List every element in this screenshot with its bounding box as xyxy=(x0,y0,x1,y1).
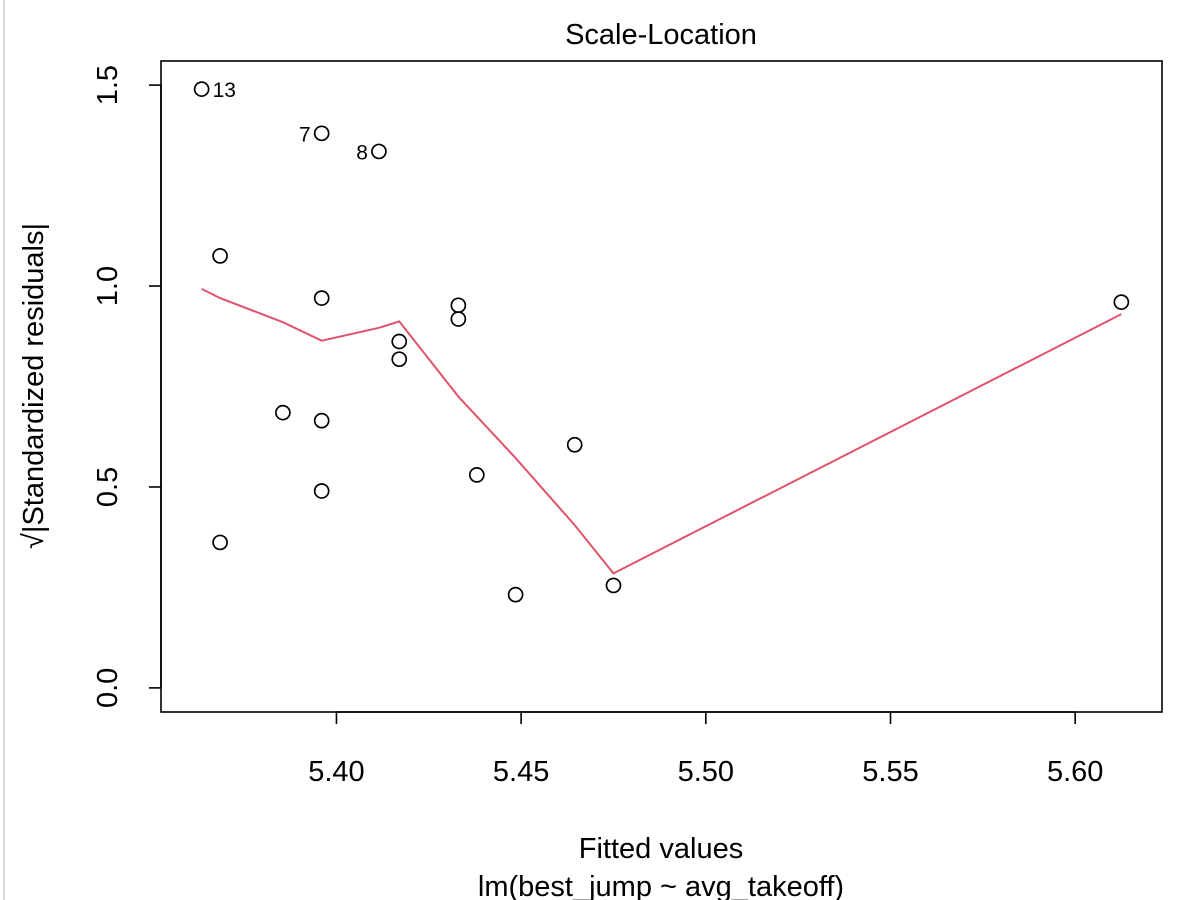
residual-point xyxy=(313,412,330,429)
x-tick-label: 5.50 xyxy=(678,756,734,788)
x-tick-label: 5.45 xyxy=(493,756,549,788)
y-tick-label: 1.5 xyxy=(92,65,124,105)
residual-point xyxy=(450,311,467,327)
residual-point xyxy=(371,143,387,160)
residual-point xyxy=(193,81,210,97)
residual-point xyxy=(313,290,330,306)
point-label: 8 xyxy=(356,141,368,164)
smooth-line-group xyxy=(201,287,1122,575)
model-formula-label: lm(best_jump ~ avg_takeoff) xyxy=(478,871,844,900)
x-tick-label: 5.40 xyxy=(308,756,364,788)
residual-points: 13 7 8 xyxy=(193,79,1130,603)
y-tick-label: 0.0 xyxy=(92,668,124,708)
residual-point xyxy=(566,436,583,453)
residual-point xyxy=(212,534,228,551)
chart-title: Scale-Location xyxy=(565,19,757,51)
point-label: 13 xyxy=(213,79,236,102)
residual-point xyxy=(212,248,228,264)
smooth-line xyxy=(201,287,1122,575)
residual-point xyxy=(313,483,330,499)
window-edge xyxy=(3,0,5,900)
x-tick-label: 5.55 xyxy=(862,756,918,788)
residual-point xyxy=(313,125,330,142)
residual-point xyxy=(391,333,408,350)
residual-point xyxy=(605,577,622,594)
y-tick-label: 0.5 xyxy=(92,467,124,507)
plot-frame xyxy=(160,60,1163,713)
x-axis: 5.40 5.45 5.50 5.55 5.60 xyxy=(308,711,1103,788)
residual-point xyxy=(468,467,485,483)
y-axis: 0.0 0.5 1.0 1.5 xyxy=(92,65,162,708)
residual-point xyxy=(450,297,467,314)
residual-point xyxy=(507,586,524,603)
residual-point xyxy=(1113,294,1130,310)
y-axis-label: √|Standardized residuals| xyxy=(18,223,50,549)
x-axis-label: Fitted values xyxy=(579,833,743,865)
x-tick-label: 5.60 xyxy=(1047,756,1103,788)
point-label: 7 xyxy=(299,123,311,146)
y-tick-label: 1.0 xyxy=(92,266,124,306)
residual-point xyxy=(275,404,291,421)
residual-point xyxy=(391,351,408,368)
